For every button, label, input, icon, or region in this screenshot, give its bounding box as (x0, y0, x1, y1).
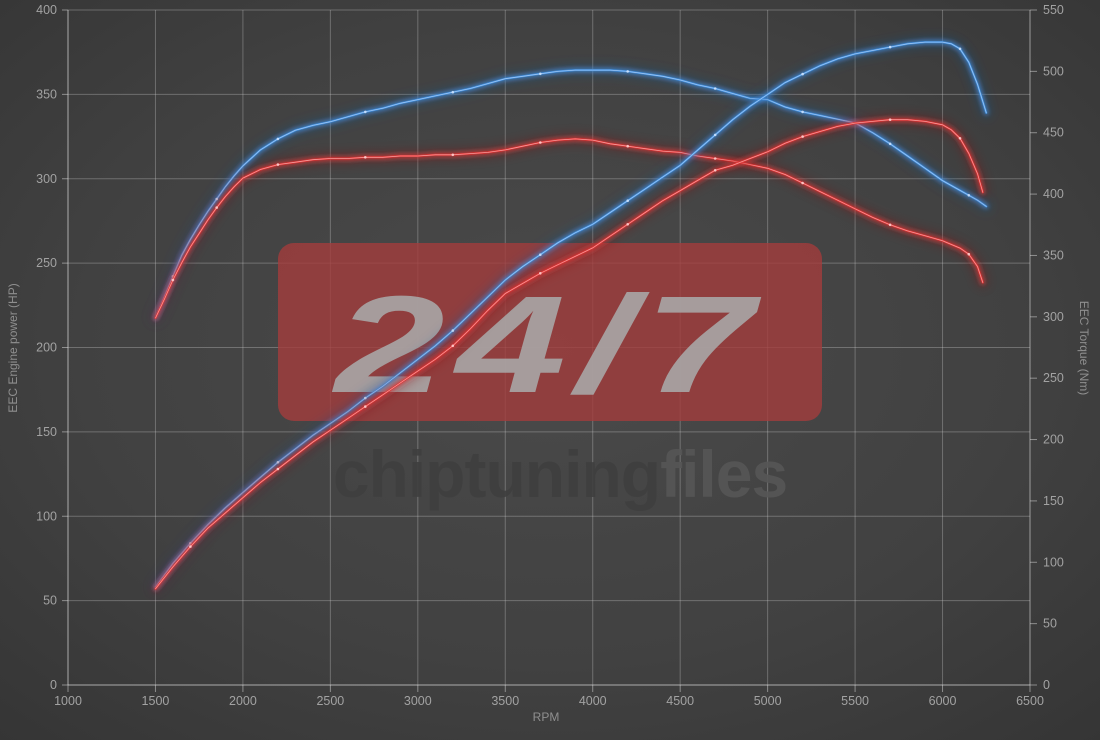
left-tick-label: 350 (36, 87, 57, 101)
right-tick-label: 100 (1043, 555, 1064, 569)
blue-power-marker (888, 45, 892, 49)
watermark-brand-right: files (660, 437, 787, 511)
x-tick-label: 1000 (54, 694, 82, 708)
blue-power-marker (801, 72, 804, 76)
red-power-marker (888, 118, 892, 121)
right-tick-label: 350 (1043, 248, 1064, 262)
red-power-marker (958, 137, 962, 140)
x-tick-label: 4500 (666, 694, 694, 708)
x-tick-label: 4000 (579, 694, 607, 708)
left-tick-label: 400 (36, 3, 57, 17)
left-tick-label: 200 (36, 341, 57, 355)
right-tick-label: 400 (1043, 187, 1064, 201)
left-tick-label: 250 (36, 256, 57, 270)
x-tick-label: 6000 (929, 694, 957, 708)
right-tick-label: 300 (1043, 310, 1064, 324)
x-tick-label: 2500 (316, 694, 344, 708)
left-tick-label: 0 (50, 678, 57, 692)
right-tick-label: 50 (1043, 617, 1057, 631)
red-power-marker (364, 405, 367, 408)
blue-power-marker (451, 329, 455, 332)
x-axis-title: RPM (533, 710, 560, 724)
watermark-brand-left: chiptuning (333, 437, 660, 511)
red-torque-marker (364, 156, 367, 159)
blue-torque-marker (888, 142, 892, 146)
right-tick-label: 0 (1043, 678, 1050, 692)
axis-titles-layer: EEC Engine power (HP) EEC Torque (Nm) RP… (6, 283, 1091, 724)
red-torque-marker (713, 157, 717, 160)
blue-power-marker (364, 396, 367, 400)
red-torque-marker (801, 181, 804, 185)
blue-torque-marker (276, 137, 280, 141)
red-torque-marker (451, 153, 455, 157)
x-tick-label: 5000 (754, 694, 782, 708)
blue-power-highlight (155, 41, 987, 588)
curves-layer (150, 37, 992, 594)
blue-torque-marker (713, 87, 717, 90)
x-tick-label: 1500 (142, 694, 170, 708)
blue-power-curve (150, 37, 992, 593)
red-torque-marker (888, 223, 892, 227)
red-power-curve (150, 114, 988, 594)
blue-torque-marker (801, 110, 804, 114)
left-tick-label: 50 (43, 594, 57, 608)
red-torque-marker (276, 163, 280, 166)
red-torque-marker (967, 252, 971, 256)
red-torque-marker (215, 206, 218, 209)
blue-torque-marker (626, 70, 629, 73)
left-tick-label: 300 (36, 172, 57, 186)
blue-torque-marker (364, 110, 367, 114)
x-tick-label: 6500 (1016, 694, 1044, 708)
red-power-marker (276, 467, 280, 471)
red-power-marker (539, 272, 542, 275)
right-tick-label: 550 (1043, 3, 1064, 17)
blue-torque-marker (967, 194, 971, 197)
blue-power-marker (539, 253, 542, 256)
red-torque-marker (626, 144, 629, 148)
watermark-badge-text: 24/7 (331, 268, 765, 422)
left-tick-label: 150 (36, 425, 57, 439)
ticks-layer: 1000 1500 2000 2500 3000 3500 4000 4500 5000 5500… (36, 3, 1064, 708)
red-torque-marker (171, 278, 175, 282)
x-tick-label: 5500 (841, 694, 869, 708)
x-tick-label: 2000 (229, 694, 257, 708)
x-tick-label: 3500 (491, 694, 519, 708)
right-tick-label: 450 (1043, 126, 1064, 140)
left-axis-title: EEC Engine power (HP) (6, 283, 20, 412)
red-torque-curve (150, 133, 988, 323)
right-tick-label: 150 (1043, 494, 1064, 508)
watermark-brand-text: chiptuningfiles (333, 437, 787, 511)
blue-power-marker (958, 47, 962, 51)
blue-torque-marker (451, 90, 455, 94)
red-power-marker (626, 223, 629, 226)
blue-power-marker (626, 199, 629, 202)
x-tick-label: 3000 (404, 694, 432, 708)
blue-power-marker (713, 133, 717, 137)
red-power-marker (713, 169, 717, 172)
right-tick-label: 500 (1043, 64, 1064, 78)
right-tick-label: 200 (1043, 433, 1064, 447)
red-torque-marker (539, 141, 542, 144)
red-power-marker (451, 344, 455, 348)
red-power-marker (801, 135, 804, 138)
red-power-marker (189, 545, 192, 548)
left-tick-label: 100 (36, 509, 57, 523)
red-power-highlight (155, 119, 984, 590)
blue-torque-marker (539, 72, 542, 76)
right-axis-title: EEC Torque (Nm) (1077, 301, 1091, 395)
watermark-layer: 24/7 chiptuningfiles (278, 243, 822, 511)
right-tick-label: 250 (1043, 371, 1064, 385)
